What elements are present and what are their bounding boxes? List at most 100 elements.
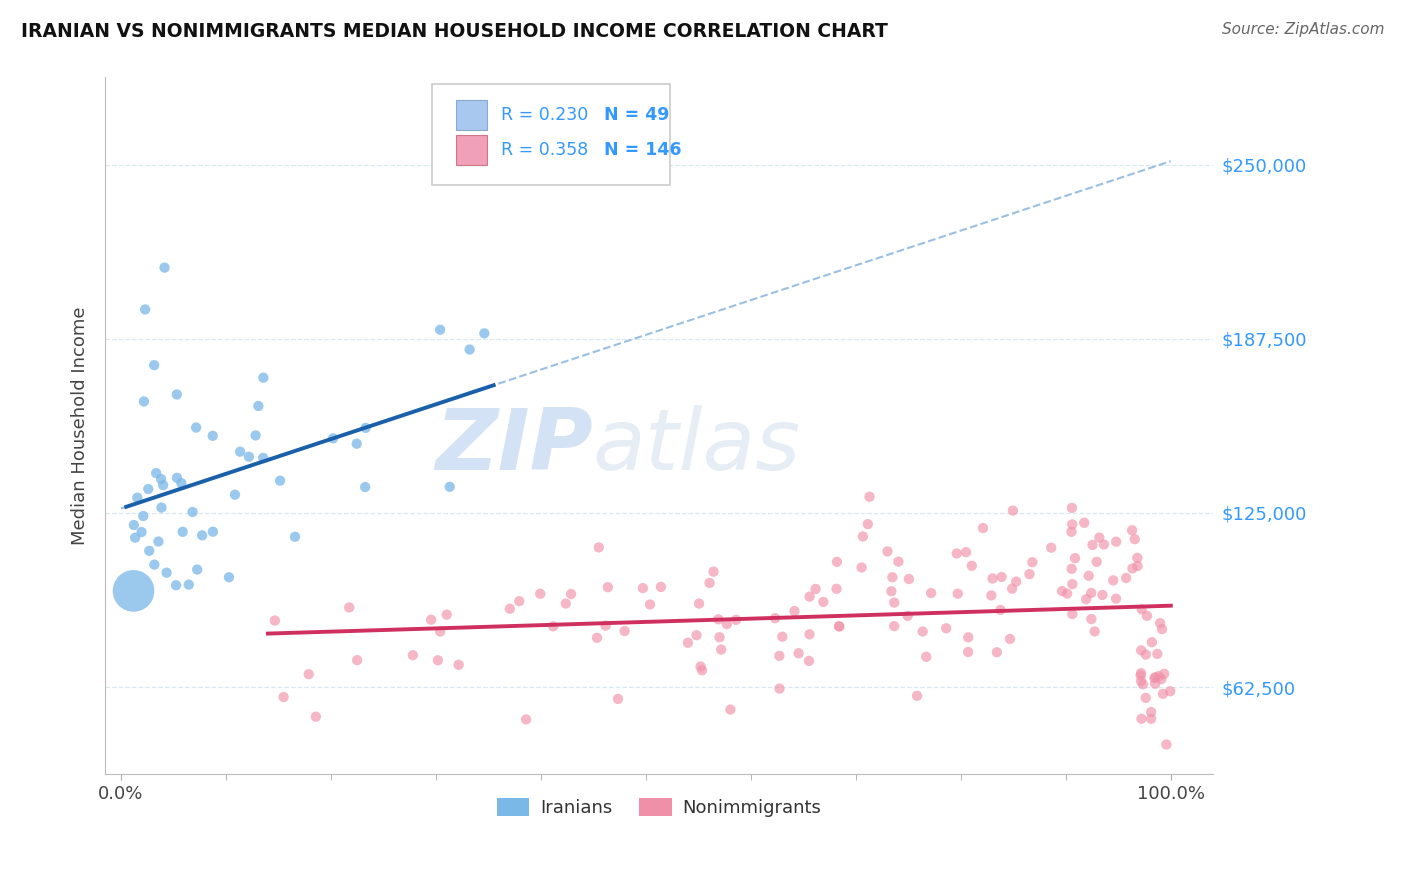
Point	[1130, 666, 1153, 681]
Point	[676, 636, 699, 650]
Point	[897, 608, 920, 623]
Point	[541, 619, 564, 633]
Point	[346, 436, 368, 450]
Point	[1105, 591, 1128, 606]
Point	[1076, 592, 1098, 607]
Point	[915, 649, 938, 664]
Point	[768, 681, 790, 696]
Point	[436, 607, 458, 622]
Point	[887, 555, 910, 569]
Point	[1126, 550, 1149, 565]
Point	[472, 326, 495, 341]
Point	[218, 570, 240, 584]
Text: R = 0.358: R = 0.358	[501, 141, 588, 159]
Text: ZIP: ZIP	[434, 405, 592, 488]
Point	[150, 500, 173, 515]
Point	[690, 663, 713, 677]
Point	[165, 578, 187, 592]
Point	[1144, 677, 1167, 691]
Point	[858, 490, 880, 504]
Point	[935, 621, 957, 635]
Point	[1150, 672, 1173, 686]
Point	[458, 343, 481, 357]
Point	[1115, 571, 1137, 585]
Point	[716, 617, 738, 632]
Point	[1021, 555, 1043, 569]
Point	[1102, 574, 1125, 588]
Point	[851, 560, 873, 574]
Point	[186, 563, 208, 577]
Point	[856, 517, 879, 532]
Point	[883, 619, 905, 633]
Point	[998, 632, 1021, 646]
Point	[170, 476, 193, 491]
Point	[136, 482, 159, 496]
Point	[1152, 687, 1174, 701]
Point	[1018, 567, 1040, 582]
Point	[799, 627, 821, 641]
Point	[852, 529, 875, 543]
Point	[586, 631, 609, 645]
Point	[1060, 562, 1083, 576]
Bar	[457, 101, 488, 129]
Point	[787, 646, 810, 660]
Point	[588, 541, 610, 555]
Point	[122, 583, 145, 598]
Point	[1105, 534, 1128, 549]
Point	[1062, 517, 1084, 532]
Point	[1143, 671, 1166, 685]
Point	[955, 545, 977, 559]
Point	[920, 586, 942, 600]
Point	[172, 524, 194, 539]
Point	[284, 530, 307, 544]
Point	[252, 450, 274, 465]
Point	[981, 572, 1004, 586]
Point	[238, 450, 260, 464]
Point	[905, 689, 928, 703]
Legend: Iranians, Nonimmigrants: Iranians, Nonimmigrants	[489, 791, 828, 824]
Point	[1092, 537, 1115, 551]
Point	[1135, 690, 1157, 705]
Point	[1130, 643, 1153, 657]
Point	[1040, 541, 1063, 555]
Point	[595, 618, 617, 632]
Point	[122, 518, 145, 533]
Point	[631, 581, 654, 595]
Point	[1121, 523, 1143, 537]
Point	[132, 394, 155, 409]
Point	[783, 604, 806, 618]
Point	[1140, 712, 1163, 726]
Point	[1060, 500, 1083, 515]
Point	[201, 524, 224, 539]
Point	[224, 488, 246, 502]
Point	[825, 582, 848, 596]
Text: IRANIAN VS NONIMMIGRANTS MEDIAN HOUSEHOLD INCOME CORRELATION CHART: IRANIAN VS NONIMMIGRANTS MEDIAN HOUSEHOL…	[21, 22, 889, 41]
Text: N = 146: N = 146	[603, 141, 681, 159]
Point	[138, 544, 160, 558]
Point	[972, 521, 994, 535]
Point	[990, 603, 1012, 617]
Point	[184, 420, 207, 434]
Point	[191, 528, 214, 542]
Point	[508, 594, 530, 608]
Point	[560, 587, 582, 601]
Point	[1121, 561, 1143, 575]
Point	[247, 399, 270, 413]
Point	[880, 584, 903, 599]
Point	[529, 587, 551, 601]
Point	[354, 480, 377, 494]
Point	[1085, 555, 1108, 569]
Point	[1084, 624, 1107, 639]
Point	[710, 642, 733, 657]
Point	[1050, 584, 1073, 599]
Point	[153, 260, 176, 275]
Point	[124, 531, 146, 545]
Point	[305, 709, 328, 723]
Point	[1140, 635, 1163, 649]
Point	[145, 466, 167, 480]
Point	[828, 619, 851, 633]
Point	[515, 713, 537, 727]
Text: N = 49: N = 49	[603, 106, 669, 124]
Text: R = 0.230: R = 0.230	[501, 106, 588, 124]
Point	[688, 597, 710, 611]
